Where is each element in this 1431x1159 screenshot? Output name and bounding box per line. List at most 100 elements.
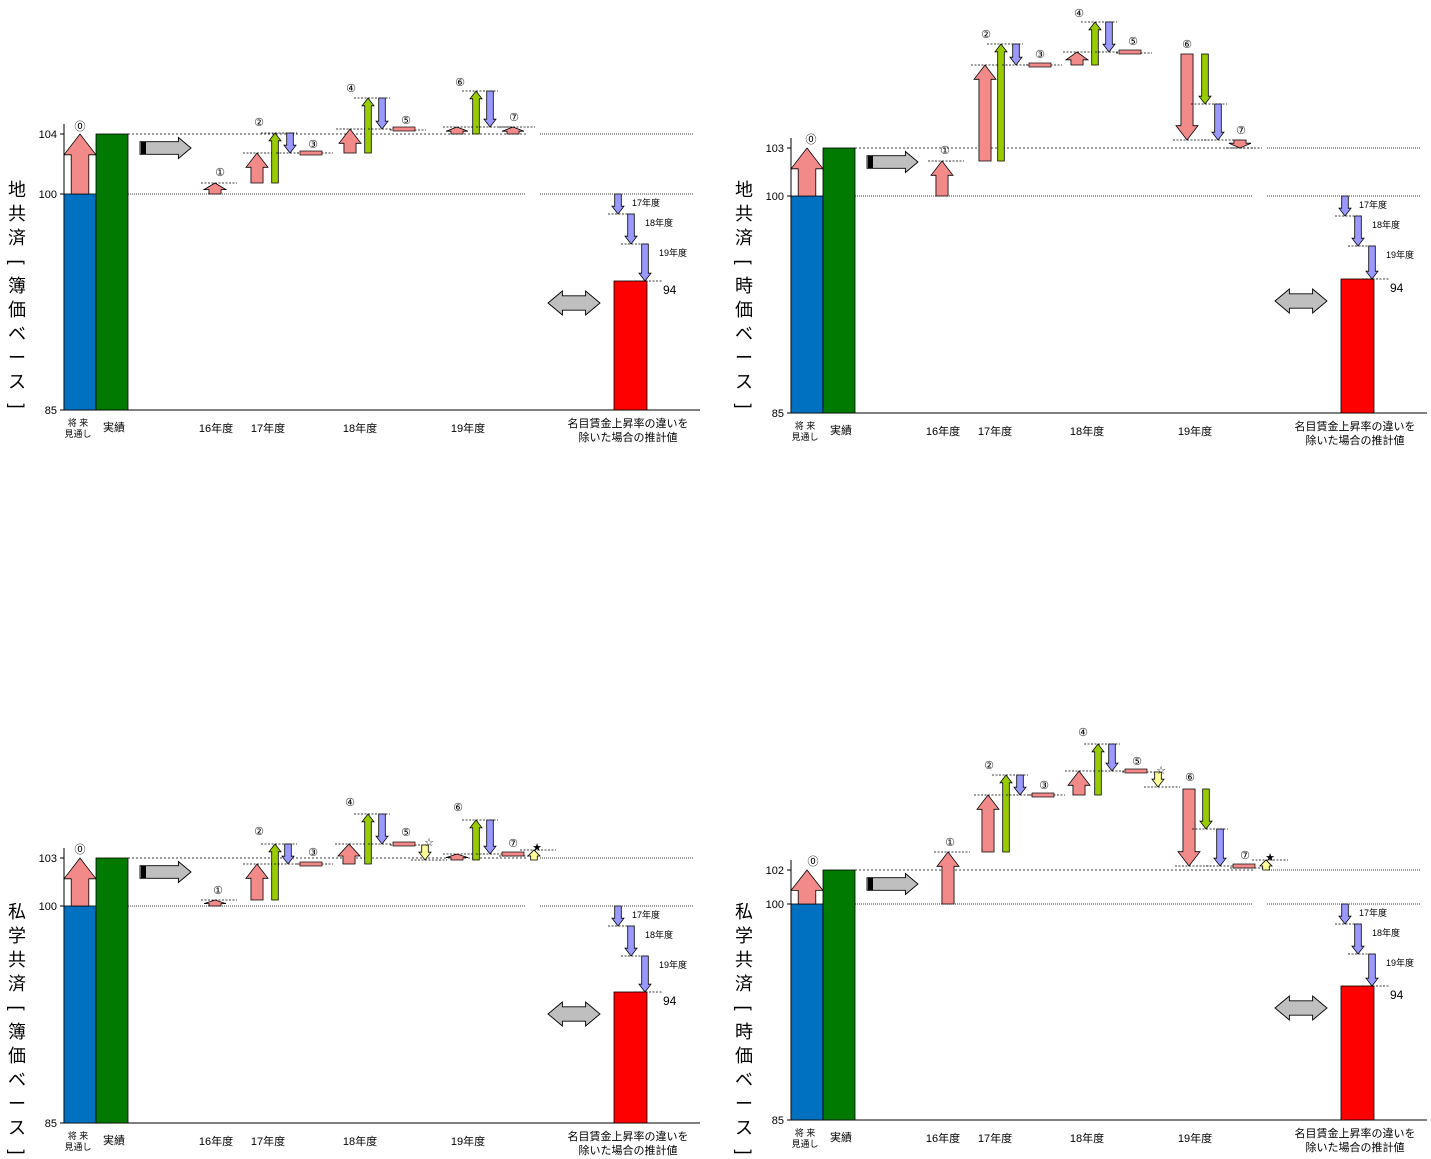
category-label: 実績 bbox=[103, 1133, 125, 1147]
category-label: 17年度 bbox=[251, 1134, 285, 1148]
arrow-step bbox=[1198, 53, 1212, 105]
arrow-step bbox=[973, 64, 997, 162]
category-label: 18年度 bbox=[343, 421, 377, 435]
category-label: 除いた場合の推計値 bbox=[1306, 1140, 1405, 1154]
arrow-step bbox=[281, 843, 295, 865]
step-marker-label: ③ bbox=[308, 847, 318, 859]
bar-base bbox=[63, 193, 97, 411]
arrow-step bbox=[1091, 743, 1105, 796]
y-axis-label-char: [ bbox=[734, 259, 754, 264]
arrow-step bbox=[299, 150, 323, 156]
arrow-right bbox=[866, 872, 919, 896]
bar-estimate bbox=[1340, 278, 1375, 414]
category-label: 17年度 bbox=[978, 1131, 1012, 1145]
y-axis-label-char: ] bbox=[734, 1149, 754, 1154]
y-axis-label-char: 共 bbox=[735, 204, 753, 224]
y-tick-label: 100 bbox=[39, 901, 57, 913]
arrow-double bbox=[1274, 995, 1328, 1021]
decline-label: 18年度 bbox=[645, 929, 673, 940]
estimate-value-label: 94 bbox=[1390, 281, 1404, 295]
category-label: 将 来 bbox=[795, 421, 816, 431]
step-marker-label: ⑦ bbox=[508, 838, 518, 850]
y-tick-label: 103 bbox=[766, 143, 784, 155]
step-marker-label: ⓪ bbox=[75, 120, 86, 133]
y-axis-label-char: 共 bbox=[735, 950, 753, 970]
y-axis-label-char: 済 bbox=[8, 974, 26, 994]
bar-estimate bbox=[1340, 985, 1375, 1121]
decline-label: 17年度 bbox=[632, 197, 660, 208]
arrow-step bbox=[1199, 788, 1213, 830]
y-axis-label-char: 私 bbox=[735, 902, 753, 922]
step-marker-label: ④ bbox=[1074, 8, 1084, 20]
bar-actual bbox=[95, 133, 129, 411]
y-axis-label-char: 価 bbox=[8, 300, 26, 320]
arrow-step bbox=[1228, 139, 1252, 149]
arrow-step bbox=[1105, 743, 1119, 772]
decline-label: 19年度 bbox=[659, 959, 687, 970]
y-axis-label-char: 地 bbox=[735, 180, 753, 200]
arrow-step bbox=[1031, 792, 1055, 798]
y-axis-label-char: 簿 bbox=[8, 1022, 26, 1042]
bar-base bbox=[790, 903, 824, 1121]
arrow-step bbox=[1013, 774, 1027, 796]
arrow-decline bbox=[611, 905, 625, 927]
step-marker-label: ⑥ bbox=[1182, 39, 1192, 51]
step-marker-label: ⑦ bbox=[509, 112, 519, 124]
y-axis-label-char: 済 bbox=[735, 974, 753, 994]
category-label: 実績 bbox=[830, 1130, 852, 1144]
arrow-decline bbox=[624, 925, 638, 957]
arrow-double bbox=[547, 1001, 601, 1027]
step-marker-label: ① bbox=[940, 145, 950, 157]
step-marker-label: ① bbox=[945, 837, 955, 849]
category-label: 将 来 bbox=[795, 1128, 816, 1138]
arrow-step bbox=[1213, 828, 1227, 867]
step-marker-label: ⑤ bbox=[401, 115, 411, 127]
decline-label: 17年度 bbox=[1359, 199, 1387, 210]
arrow-decline bbox=[624, 213, 638, 245]
category-label: 将 来 bbox=[68, 1131, 89, 1141]
step-marker-label: ③ bbox=[1035, 49, 1045, 61]
step-marker-label: ② bbox=[984, 760, 994, 772]
decline-label: 17年度 bbox=[1359, 907, 1387, 918]
y-axis-label-char: ス bbox=[735, 372, 753, 392]
category-label: 見通し bbox=[791, 432, 818, 442]
step-marker-label: ① bbox=[215, 167, 225, 179]
arrow-right-tail bbox=[868, 156, 873, 168]
arrow-right bbox=[139, 136, 192, 160]
y-axis-label-char: [ bbox=[734, 1005, 754, 1010]
arrow-step bbox=[445, 126, 469, 135]
bar-actual bbox=[822, 869, 856, 1121]
step-marker-label: ⑦ bbox=[1240, 850, 1250, 862]
arrow-decline bbox=[1365, 245, 1379, 280]
category-label: 18年度 bbox=[1070, 1131, 1104, 1145]
step-marker-label: ④ bbox=[1078, 727, 1088, 739]
category-label: 実績 bbox=[830, 423, 852, 437]
arrow-step bbox=[203, 899, 227, 907]
y-axis-label-char: [ bbox=[7, 259, 27, 264]
bar-base bbox=[63, 905, 97, 1124]
decline-label: 19年度 bbox=[659, 247, 687, 258]
arrow-right-tail bbox=[141, 866, 146, 878]
category-label: 除いた場合の推計値 bbox=[579, 1143, 678, 1157]
y-axis-label-char: 私 bbox=[8, 902, 26, 922]
step-marker-label: ② bbox=[254, 826, 264, 838]
arrow-step bbox=[1177, 788, 1201, 867]
y-axis-label-char: ス bbox=[8, 372, 26, 392]
arrow-step bbox=[361, 97, 375, 154]
arrow-step bbox=[1175, 53, 1199, 141]
step-marker-label: ⑤ bbox=[401, 827, 411, 839]
arrow-decline bbox=[638, 243, 652, 282]
arrow-step bbox=[283, 132, 297, 154]
arrow-step bbox=[1259, 859, 1273, 871]
arrow-step bbox=[1028, 62, 1052, 68]
category-label: 19年度 bbox=[451, 1134, 485, 1148]
y-axis-label-char: ] bbox=[7, 1149, 27, 1154]
category-label: 19年度 bbox=[1178, 1131, 1212, 1145]
category-label: 実績 bbox=[103, 420, 125, 434]
step-marker-label: ① bbox=[213, 885, 223, 897]
arrow-step bbox=[375, 813, 389, 845]
arrow-right-tail bbox=[141, 142, 146, 154]
y-axis-label-char: 済 bbox=[8, 228, 26, 248]
